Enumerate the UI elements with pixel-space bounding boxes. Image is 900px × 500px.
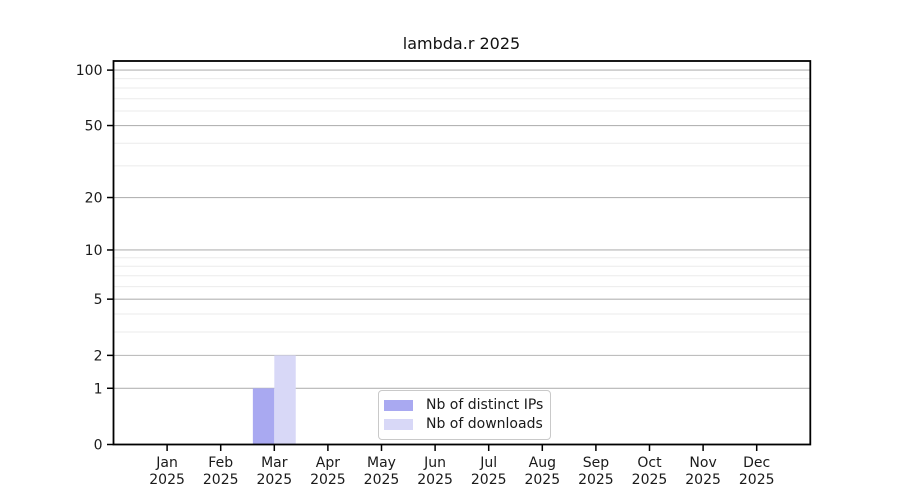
- x-tick-label-year: 2025: [524, 472, 560, 488]
- x-tick-label-month: Sep: [583, 455, 610, 471]
- y-tick-label: 20: [85, 191, 103, 207]
- x-tick-label-year: 2025: [739, 472, 775, 488]
- x-tick-label-month: Mar: [261, 455, 288, 471]
- legend-swatch-downloads: [384, 419, 413, 430]
- bar-mar-series1: [274, 355, 296, 445]
- x-tick-label-month: Jan: [155, 455, 178, 471]
- x-tick-label-month: Feb: [208, 455, 233, 471]
- y-tick-label: 50: [85, 119, 103, 135]
- y-tick-label: 10: [85, 243, 103, 259]
- x-tick-label-year: 2025: [685, 472, 721, 488]
- x-tick-label-month: Jul: [479, 455, 497, 471]
- legend: Nb of distinct IPs Nb of downloads: [378, 390, 552, 440]
- x-tick-label-month: Aug: [529, 455, 556, 471]
- x-tick-label-month: Dec: [743, 455, 770, 471]
- x-tick-label-month: Jun: [423, 455, 446, 471]
- x-tick-label-month: Oct: [637, 455, 662, 471]
- x-tick-label-month: Apr: [316, 455, 340, 471]
- x-tick-label-year: 2025: [471, 472, 507, 488]
- x-tick-label-year: 2025: [632, 472, 668, 488]
- y-tick-label: 0: [94, 438, 103, 454]
- x-tick-label-year: 2025: [578, 472, 614, 488]
- x-tick-label-year: 2025: [149, 472, 185, 488]
- legend-label-distinct-ips: Nb of distinct IPs: [426, 397, 544, 413]
- x-tick-label-year: 2025: [256, 472, 292, 488]
- x-tick-label-month: Nov: [689, 455, 716, 471]
- legend-item-downloads: Nb of downloads: [384, 415, 543, 434]
- bar-mar-series0: [252, 388, 275, 445]
- y-tick-label: 1: [94, 381, 103, 397]
- x-tick-label-year: 2025: [310, 472, 346, 488]
- legend-label-downloads: Nb of downloads: [426, 416, 543, 432]
- x-tick-label-year: 2025: [417, 472, 453, 488]
- y-tick-label: 5: [94, 292, 103, 308]
- legend-swatch-distinct-ips: [384, 400, 413, 411]
- y-tick-label: 100: [76, 63, 103, 79]
- x-tick-label-month: May: [367, 455, 396, 471]
- y-tick-label: 2: [94, 348, 103, 364]
- x-tick-label-year: 2025: [203, 472, 239, 488]
- legend-item-distinct-ips: Nb of distinct IPs: [384, 396, 543, 415]
- axes-frame: [112, 60, 812, 446]
- x-tick-label-year: 2025: [364, 472, 400, 488]
- chart-title: lambda.r 2025: [402, 34, 521, 53]
